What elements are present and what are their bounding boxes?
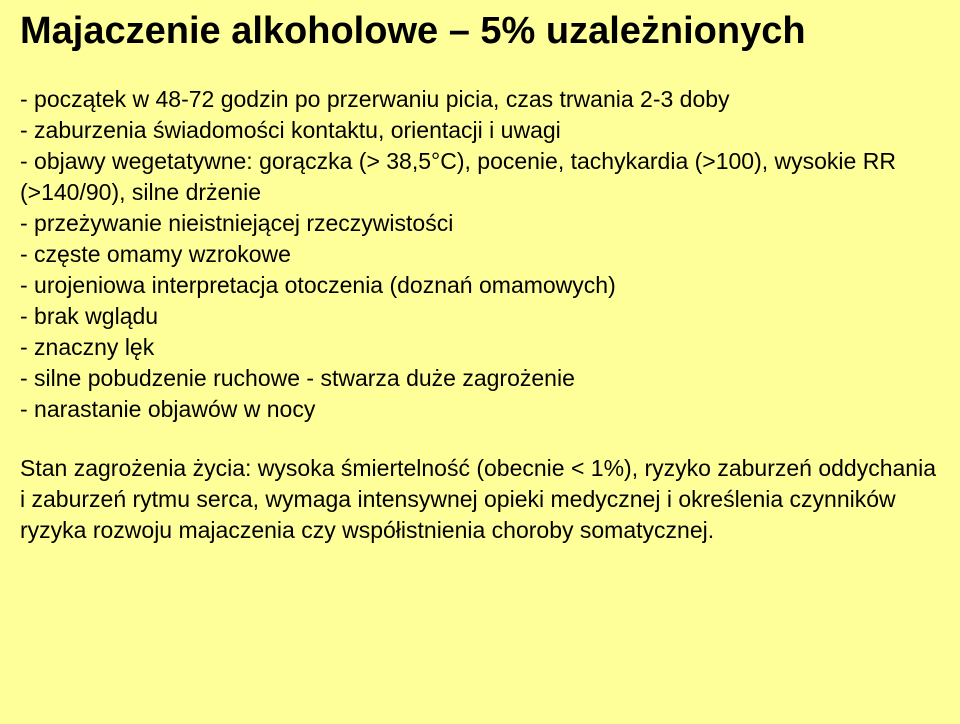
list-item: - zaburzenia świadomości kontaktu, orien…	[20, 115, 940, 146]
bullet-list: - początek w 48-72 godzin po przerwaniu …	[20, 84, 940, 426]
list-item: - znaczny lęk	[20, 332, 940, 363]
list-item: - brak wglądu	[20, 301, 940, 332]
list-item: - silne pobudzenie ruchowe - stwarza duż…	[20, 363, 940, 394]
footnote-text: Stan zagrożenia życia: wysoka śmiertelno…	[20, 453, 940, 546]
list-item: - narastanie objawów w nocy	[20, 394, 940, 425]
list-item: - objawy wegetatywne: gorączka (> 38,5°C…	[20, 146, 940, 208]
list-item: - początek w 48-72 godzin po przerwaniu …	[20, 84, 940, 115]
slide-title: Majaczenie alkoholowe – 5% uzależnionych	[20, 10, 940, 54]
list-item: - urojeniowa interpretacja otoczenia (do…	[20, 270, 940, 301]
list-item: - przeżywanie nieistniejącej rzeczywisto…	[20, 208, 940, 239]
slide: Majaczenie alkoholowe – 5% uzależnionych…	[0, 0, 960, 724]
list-item: - częste omamy wzrokowe	[20, 239, 940, 270]
